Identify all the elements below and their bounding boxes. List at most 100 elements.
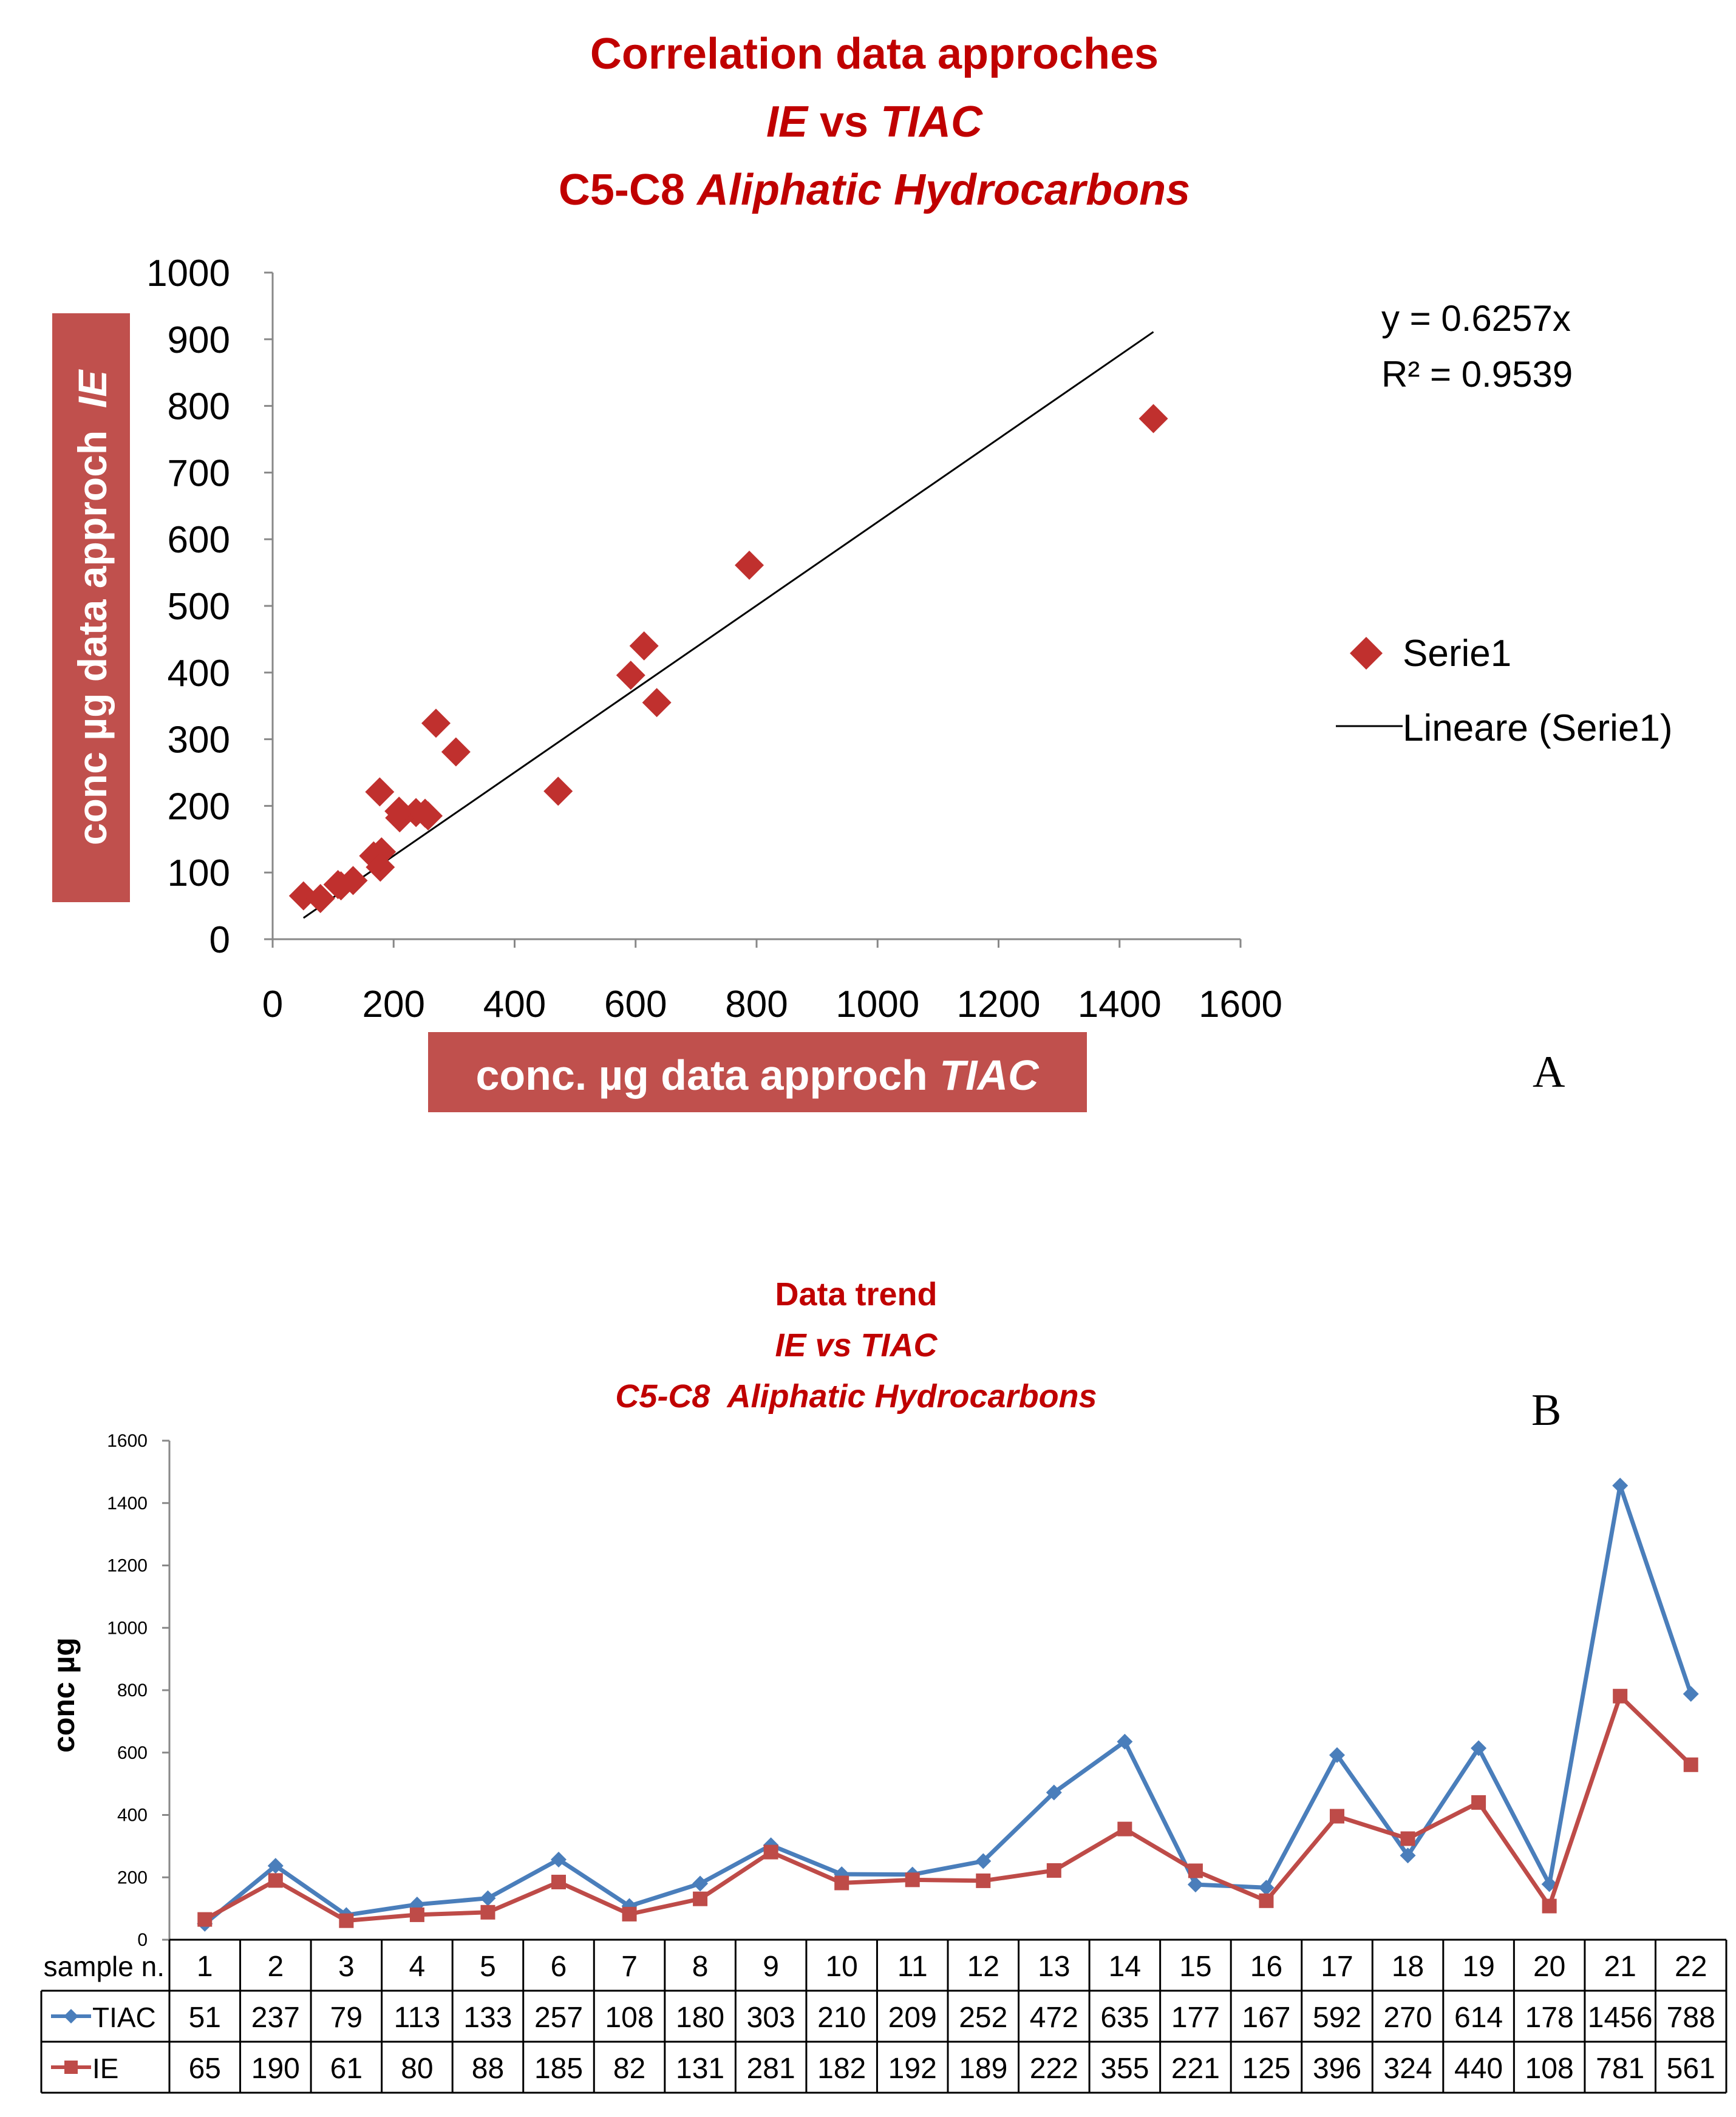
table-category-label: 2 bbox=[267, 1951, 284, 1983]
table-value-cell: 303 bbox=[747, 2002, 795, 2034]
scatter-point bbox=[366, 852, 395, 882]
chart-a-title-line1: Correlation data approches bbox=[590, 30, 1159, 78]
series-marker-tiac bbox=[692, 1875, 709, 1892]
chart-b-ticks: 0 200 400 600 800 1000 1200 1400 1600 bbox=[107, 1431, 169, 1950]
table-value-cell: 82 bbox=[613, 2053, 645, 2085]
series-marker-tiac bbox=[1046, 1784, 1062, 1801]
series-marker-ie bbox=[622, 1906, 637, 1922]
table-category-label: 1 bbox=[197, 1951, 213, 1983]
table-value-cell: 178 bbox=[1525, 2002, 1574, 2034]
series-marker-ie bbox=[1542, 1898, 1557, 1914]
table-value-cell: 1456 bbox=[1588, 2002, 1653, 2034]
y-tick-label: 800 bbox=[117, 1680, 148, 1701]
scatter-point bbox=[629, 631, 659, 661]
y-tick-label: 100 bbox=[168, 852, 230, 894]
table-category-label: 22 bbox=[1675, 1951, 1707, 1983]
table-category-label: 16 bbox=[1250, 1951, 1282, 1983]
series-marker-tiac bbox=[975, 1853, 992, 1869]
table-value-cell: 65 bbox=[189, 2053, 221, 2085]
table-series-name: IE bbox=[92, 2053, 118, 2084]
y-tick-label: 400 bbox=[168, 653, 230, 695]
table-value-cell: 133 bbox=[463, 2002, 512, 2034]
y-tick-label: 1600 bbox=[107, 1431, 148, 1451]
series-line-ie bbox=[203, 1694, 1693, 1923]
scatter-point bbox=[365, 777, 395, 807]
scatter-point bbox=[1139, 404, 1168, 433]
table-value-cell: 396 bbox=[1313, 2053, 1361, 2085]
series-marker-ie bbox=[834, 1875, 849, 1891]
table-value-cell: 270 bbox=[1383, 2002, 1432, 2034]
table-category-label: 5 bbox=[480, 1951, 496, 1983]
table-value-cell: 592 bbox=[1313, 2002, 1361, 2034]
chart-a-title-line2: IE vs TIAC bbox=[766, 98, 983, 146]
panel-letter-b: B bbox=[1531, 1385, 1561, 1435]
table-value-cell: 61 bbox=[330, 2053, 363, 2085]
y-tick-label: 900 bbox=[168, 319, 230, 361]
table-value-cell: 189 bbox=[959, 2053, 1007, 2085]
series-marker-tiac bbox=[1329, 1747, 1345, 1763]
y-tick-label: 700 bbox=[168, 452, 230, 494]
scatter-point bbox=[735, 551, 764, 580]
table-value-cell: 185 bbox=[534, 2053, 583, 2085]
table-category-label: 18 bbox=[1392, 1951, 1424, 1983]
table-value-cell: 108 bbox=[1525, 2053, 1574, 2085]
table-value-cell: 324 bbox=[1383, 2053, 1432, 2085]
table-category-label: 6 bbox=[551, 1951, 567, 1983]
panel-letter-a: A bbox=[1533, 1047, 1565, 1097]
table-value-cell: 222 bbox=[1030, 2053, 1078, 2085]
series-marker-tiac bbox=[1400, 1847, 1416, 1864]
series-marker-ie bbox=[1400, 1831, 1415, 1846]
chart-a-legend: Serie1 Lineare (Serie1) bbox=[1336, 633, 1673, 749]
series-marker-tiac bbox=[1612, 1477, 1629, 1493]
chart-a-ticks: 0 100 200 300 400 500 600 700 800 900 1000 0 200 400 6… bbox=[146, 253, 1282, 1025]
scatter-point bbox=[323, 869, 353, 899]
table-value-cell: 788 bbox=[1667, 2002, 1715, 2034]
table-value-cell: 180 bbox=[676, 2002, 724, 2034]
x-tick-label: 1000 bbox=[836, 984, 919, 1025]
table-value-cell: 108 bbox=[605, 2002, 653, 2034]
table-value-cell: 355 bbox=[1100, 2053, 1149, 2085]
chart-a-equation: y = 0.6257x bbox=[1381, 298, 1571, 339]
series-marker-ie bbox=[197, 1912, 213, 1927]
scatter-point bbox=[384, 797, 414, 826]
x-tick-label: 1200 bbox=[957, 984, 1041, 1025]
scatter-point bbox=[543, 776, 573, 806]
table-value-cell: 472 bbox=[1030, 2002, 1078, 2034]
table-category-label: 12 bbox=[967, 1951, 999, 1983]
x-tick-label: 0 bbox=[262, 984, 283, 1025]
x-tick-label: 1400 bbox=[1078, 984, 1162, 1025]
x-tick-label: 800 bbox=[725, 984, 788, 1025]
series-marker-ie bbox=[268, 1873, 283, 1888]
y-tick-label: 600 bbox=[168, 519, 230, 561]
x-tick-label: 600 bbox=[604, 984, 667, 1025]
chart-a-xlabel-box bbox=[428, 1032, 1087, 1112]
table-category-label: 17 bbox=[1321, 1951, 1353, 1983]
series-marker-ie bbox=[1259, 1893, 1274, 1908]
scatter-point bbox=[421, 708, 451, 738]
table-value-cell: 257 bbox=[534, 2002, 583, 2034]
series-marker-ie bbox=[1117, 1821, 1132, 1837]
series-marker-ie bbox=[1613, 1688, 1628, 1704]
table-value-cell: 209 bbox=[888, 2002, 937, 2034]
y-tick-label: 500 bbox=[168, 586, 230, 628]
series-marker-ie bbox=[1188, 1863, 1203, 1878]
series-marker-tiac bbox=[551, 1851, 567, 1867]
legend-trend-label: Lineare (Serie1) bbox=[1403, 707, 1673, 749]
series-marker-ie bbox=[1330, 1809, 1344, 1824]
table-value-cell: 192 bbox=[888, 2053, 937, 2085]
table-value-cell: 440 bbox=[1454, 2053, 1503, 2085]
x-tick-label: 400 bbox=[483, 984, 546, 1025]
table-category-label: 11 bbox=[897, 1951, 928, 1983]
chart-a-xlabel: conc. µg data approch TIAC bbox=[475, 1052, 1040, 1099]
series-marker-ie bbox=[905, 1872, 920, 1888]
table-value-cell: 281 bbox=[747, 2053, 795, 2085]
table-value-cell: 252 bbox=[959, 2002, 1007, 2034]
chart-a-points bbox=[288, 404, 1168, 914]
table-category-label: 9 bbox=[763, 1951, 779, 1983]
chart-b-title-line1: Data trend bbox=[775, 1276, 937, 1313]
y-tick-label: 600 bbox=[117, 1743, 148, 1763]
y-tick-label: 400 bbox=[117, 1806, 148, 1826]
table-value-cell: 221 bbox=[1171, 2053, 1220, 2085]
chart-b-title-line3: C5-C8 Aliphatic Hydrocarbons bbox=[615, 1378, 1097, 1415]
table-value-cell: 79 bbox=[330, 2002, 363, 2034]
